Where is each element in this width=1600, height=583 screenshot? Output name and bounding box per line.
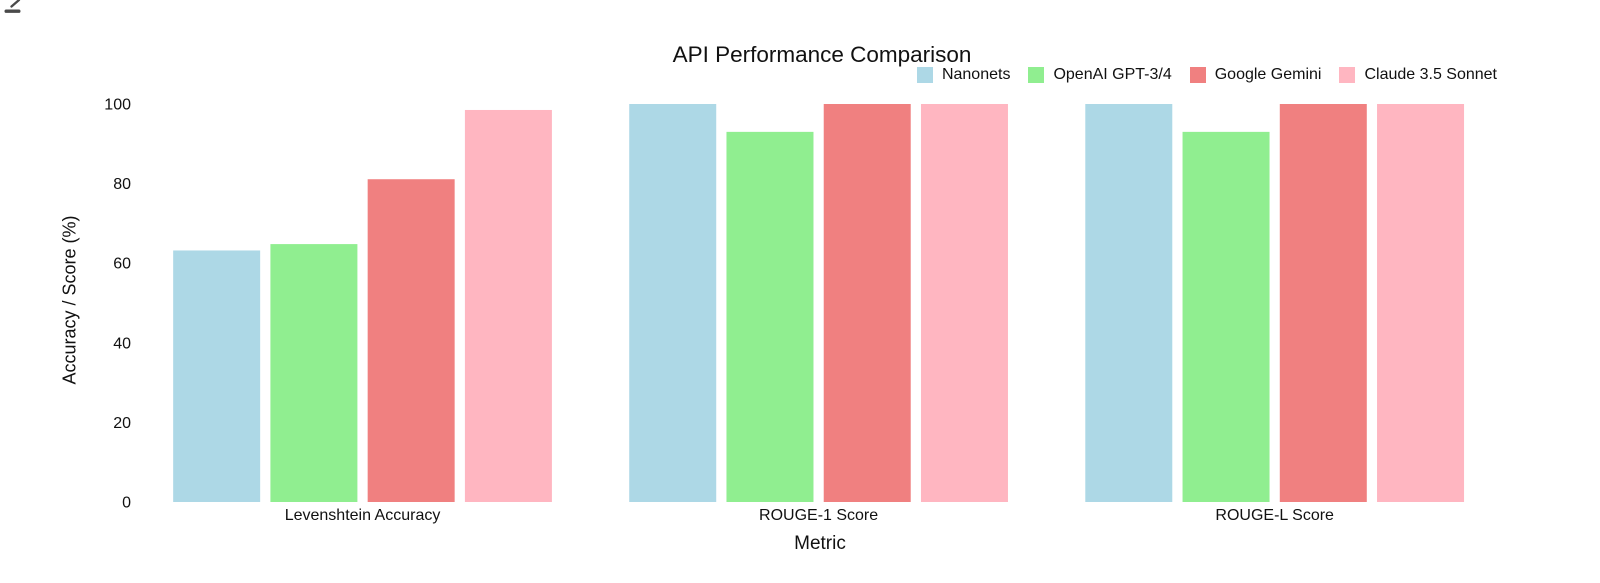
x-axis-title: Metric	[794, 533, 846, 554]
bar-claude-3-5-sonnet-levenshtein-accuracy	[464, 109, 552, 502]
bar-claude-3-5-sonnet-rouge-1-score	[920, 104, 1008, 502]
legend-swatch-openai-gpt-3-4	[1028, 67, 1045, 83]
bar-nanonets-rouge-l-score	[1085, 104, 1173, 502]
legend-swatch-nanonets	[916, 67, 933, 83]
x-tick-label-rouge-l-score: ROUGE-L Score	[1215, 507, 1334, 524]
legend-label-openai-gpt-3-4: OpenAI GPT-3/4	[1053, 66, 1172, 83]
bar-nanonets-rouge-1-score	[629, 104, 717, 502]
legend-label-google-gemini: Google Gemini	[1214, 66, 1322, 83]
legend-swatch-google-gemini	[1189, 67, 1206, 83]
y-tick-label-20: 20	[113, 415, 131, 432]
chart-legend: Nanonets OpenAI GPT-3/4 Google Gemini Claud…	[916, 66, 1497, 84]
bar-openai-gpt-3-4-rouge-1-score	[726, 131, 814, 503]
bar-google-gemini-levenshtein-accuracy	[367, 179, 455, 503]
y-tick-label-0: 0	[122, 495, 131, 512]
legend-item-claude-3-5-sonnet: Claude 3.5 Sonnet	[1339, 66, 1497, 84]
legend-label-claude-3-5-sonnet: Claude 3.5 Sonnet	[1364, 66, 1497, 83]
download-icon[interactable]	[2, 0, 26, 18]
legend-label-nanonets: Nanonets	[941, 66, 1011, 83]
bar-google-gemini-rouge-1-score	[823, 104, 911, 502]
y-axis-title: Accuracy / Score (%)	[59, 215, 80, 385]
legend-item-nanonets: Nanonets	[916, 66, 1011, 84]
bar-openai-gpt-3-4-rouge-l-score	[1182, 131, 1270, 503]
bar-google-gemini-rouge-l-score	[1279, 104, 1367, 502]
chart-title: API Performance Comparison	[672, 42, 972, 67]
x-tick-label-levenshtein-accuracy: Levenshtein Accuracy	[285, 507, 441, 524]
bar-nanonets-levenshtein-accuracy	[173, 250, 261, 502]
legend-item-google-gemini: Google Gemini	[1189, 66, 1322, 84]
x-tick-label-rouge-1-score: ROUGE-1 Score	[759, 507, 878, 524]
y-tick-label-100: 100	[104, 97, 131, 114]
y-tick-label-60: 60	[113, 256, 131, 273]
y-tick-label-80: 80	[113, 176, 131, 193]
bar-openai-gpt-3-4-levenshtein-accuracy	[270, 244, 358, 502]
y-tick-label-40: 40	[113, 335, 131, 352]
legend-swatch-claude-3-5-sonnet	[1339, 67, 1356, 83]
bar-claude-3-5-sonnet-rouge-l-score	[1377, 104, 1465, 502]
legend-item-openai-gpt-3-4: OpenAI GPT-3/4	[1028, 66, 1172, 84]
